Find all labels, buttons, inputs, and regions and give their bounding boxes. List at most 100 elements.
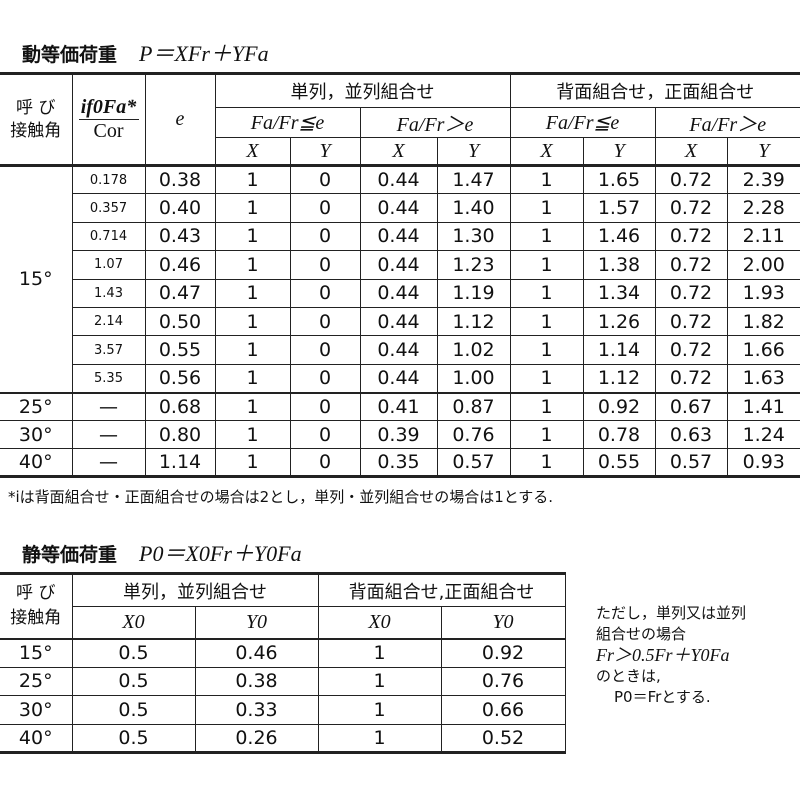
table-cell: 1: [214, 164, 291, 194]
table-cell: 0.72: [654, 363, 728, 394]
table-cell: 0.44: [359, 363, 438, 394]
table-cell: 0.72: [654, 193, 728, 223]
ratio-header: if0Fa* Cor: [71, 73, 146, 166]
x0-header: X0: [317, 606, 442, 639]
static-load-table: 呼 び接触角 単列，並列組合せ 背面組合せ,正面組合せ X0 Y0 X0 Y0 …: [0, 572, 566, 754]
static-title-text: 静等価荷重: [22, 544, 118, 566]
table-cell: 0.40: [144, 193, 216, 223]
table-cell: 40°: [0, 723, 73, 753]
table-row: 1.07 0.46 1 0 0.44 1.23 1 1.38 0.72 2.00: [0, 250, 800, 280]
dynamic-formula: P＝XFr＋YFa: [139, 41, 269, 66]
table-cell: 1: [214, 335, 291, 365]
static-load-title: 静等価荷重 P0＝X0Fr＋Y0Fa: [22, 536, 302, 568]
table-cell: 1.23: [436, 250, 511, 280]
table-cell: 1: [214, 392, 291, 422]
table-row: 2.14 0.50 1 0 0.44 1.12 1 1.26 0.72 1.82: [0, 306, 800, 336]
table-cell: 0.38: [194, 666, 319, 696]
table-cell: 0.44: [359, 164, 438, 194]
table-cell: 1: [214, 278, 291, 308]
table-cell: 0.41: [359, 392, 438, 422]
table-cell: 0: [289, 448, 361, 478]
table-cell: 0.52: [440, 723, 566, 753]
table-cell: 0.44: [359, 193, 438, 223]
table-cell: 0.5: [71, 666, 196, 696]
table-cell: 0.72: [654, 335, 728, 365]
table-cell: 30°: [0, 420, 73, 450]
table-cell: 1: [509, 420, 584, 450]
table-cell: 2.28: [726, 193, 800, 223]
table-cell: 0.44: [359, 335, 438, 365]
table-cell: 0.47: [144, 278, 216, 308]
table-row: 40° 0.5 0.26 1 0.52: [0, 723, 566, 753]
y-header: Y: [726, 137, 800, 166]
table-cell: 1.34: [582, 278, 656, 308]
table-cell: 0: [289, 164, 361, 194]
table-cell: 1.38: [582, 250, 656, 280]
table-cell: 0.33: [194, 695, 319, 725]
table-cell: 0.46: [144, 250, 216, 280]
table-cell: 1.43: [71, 278, 146, 308]
contact-angle-header: 呼 び接触角: [0, 573, 73, 639]
table-cell: 1.63: [726, 363, 800, 394]
table-cell: 0.63: [654, 420, 728, 450]
back-face-header: 背面組合せ，正面組合せ: [509, 73, 800, 108]
table-cell: 1: [509, 363, 584, 394]
static-formula: P0＝X0Fr＋Y0Fa: [139, 541, 302, 566]
table-cell: 1: [214, 448, 291, 478]
table-cell: 1.65: [582, 164, 656, 194]
x-header: X: [359, 137, 438, 166]
table-cell: 1.40: [436, 193, 511, 223]
table-cell: 5.35: [71, 363, 146, 394]
table-row: 30° —0.80 1 0 0.39 0.76 1 0.78 0.63 1.24: [0, 420, 800, 450]
table-cell: 0.87: [436, 392, 511, 422]
table-cell: 0.35: [359, 448, 438, 478]
cond-gt-header: Fa/Fr＞e: [359, 107, 511, 138]
table-cell: 0: [289, 278, 361, 308]
dynamic-load-title: 動等価荷重 P＝XFr＋YFa: [22, 36, 269, 68]
table-cell: 0: [289, 363, 361, 394]
table-cell: 1.07: [71, 250, 146, 280]
table-cell: 2.39: [726, 164, 800, 194]
x-header: X: [509, 137, 584, 166]
table-cell: 0.39: [359, 420, 438, 450]
cond-le-header: Fa/Fr≦e: [509, 107, 656, 138]
table-cell: 0.56: [144, 363, 216, 394]
table-cell: 1: [317, 666, 442, 696]
table-cell: 0.44: [359, 250, 438, 280]
table-cell: 1: [509, 164, 584, 194]
cond-gt-header: Fa/Fr＞e: [654, 107, 800, 138]
table-cell: 3.57: [71, 335, 146, 365]
y-header: Y: [289, 137, 361, 166]
table-cell: 1: [214, 363, 291, 394]
single-parallel-header: 単列，並列組合せ: [214, 73, 511, 108]
table-cell: 1: [509, 250, 584, 280]
table-cell: 0.357: [71, 193, 146, 223]
footnote: *iは背面組合せ・正面組合せの場合は2とし，単列・並列組合せの場合は1とする.: [8, 488, 554, 506]
table-cell: 30°: [0, 695, 73, 725]
table-cell: 1.46: [582, 221, 656, 251]
table-cell: —: [71, 392, 146, 422]
table-cell: 1.00: [436, 363, 511, 394]
table-cell: 1.12: [436, 306, 511, 336]
dynamic-title-text: 動等価荷重: [22, 44, 118, 66]
table-cell: 0.57: [654, 448, 728, 478]
table-cell: 1: [317, 695, 442, 725]
table-row: 25° 0.5 0.38 1 0.76: [0, 666, 566, 696]
table-cell: 0.78: [582, 420, 656, 450]
table-cell: 1: [214, 193, 291, 223]
table-cell: 0: [289, 250, 361, 280]
table-cell: 1: [509, 306, 584, 336]
table-cell: 1: [317, 638, 442, 668]
table-cell: 0.38: [144, 164, 216, 194]
table-cell: 0.72: [654, 306, 728, 336]
table-row: 15° 0.178 0.38 1 0 0.44 1.47 1 1.65 0.72 2.39: [0, 164, 800, 394]
table-cell: —: [71, 448, 146, 478]
table-row: 5.35 0.56 1 0 0.44 1.00 1 1.12 0.72 1.63: [0, 363, 800, 394]
table-cell: 1.24: [726, 420, 800, 450]
table-cell: 1.19: [436, 278, 511, 308]
table-cell: 0: [289, 392, 361, 422]
table-cell: 40°: [0, 448, 73, 478]
table-cell: 1.12: [582, 363, 656, 394]
table-row: 15° 0.5 0.46 1 0.92: [0, 638, 566, 668]
table-cell: 1.14: [144, 448, 216, 478]
